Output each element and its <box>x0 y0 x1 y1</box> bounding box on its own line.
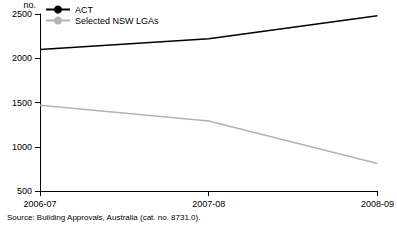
svg-text:2500: 2500 <box>12 9 32 19</box>
svg-text:2000: 2000 <box>12 53 32 63</box>
svg-text:2006-07: 2006-07 <box>23 199 56 209</box>
svg-text:Source: Building Approvals, Au: Source: Building Approvals, Australia (c… <box>7 213 200 222</box>
svg-text:500: 500 <box>17 186 32 196</box>
svg-text:2007-08: 2007-08 <box>192 199 225 209</box>
svg-text:ACT: ACT <box>75 5 94 15</box>
svg-text:2008-09: 2008-09 <box>361 199 394 209</box>
svg-text:1000: 1000 <box>12 142 32 152</box>
svg-text:no.: no. <box>23 0 36 11</box>
svg-text:Selected NSW LGAs: Selected NSW LGAs <box>75 16 159 26</box>
svg-text:1500: 1500 <box>12 98 32 108</box>
